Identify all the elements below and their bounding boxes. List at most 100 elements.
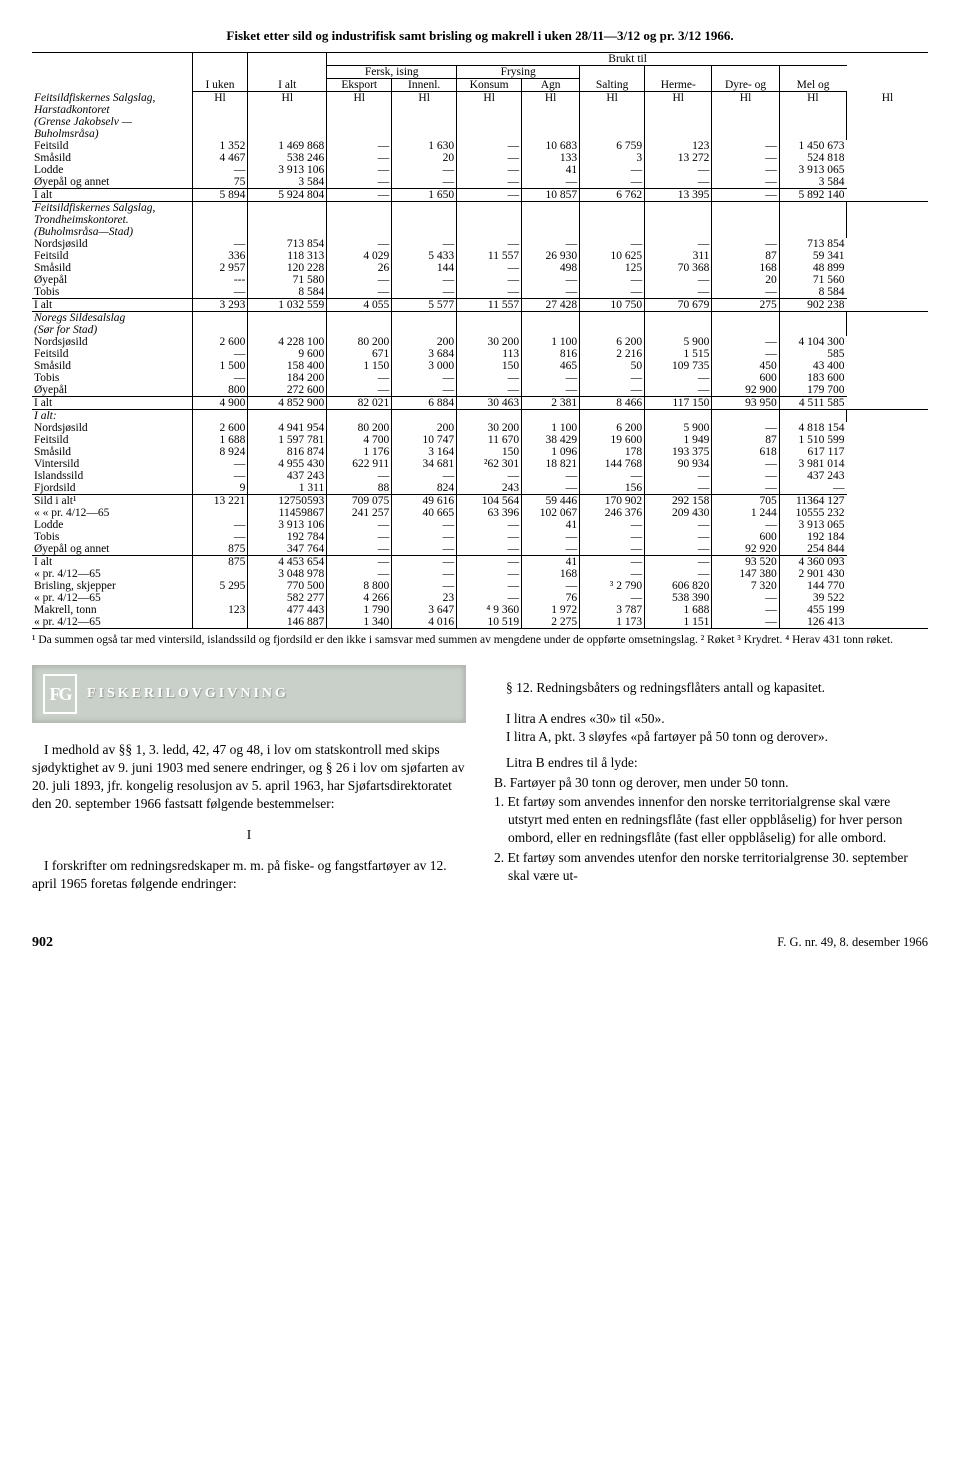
row-label: « pr. 4/12—65 (32, 568, 192, 580)
row-label: Småsild (32, 446, 192, 458)
cell: 824 (392, 482, 457, 495)
cell: 11364 127 (779, 495, 846, 508)
cell: 183 600 (779, 372, 846, 384)
right-p1: § 12. Redningsbåters og redningsflåters … (494, 679, 928, 697)
cell: 2 957 (192, 262, 248, 274)
cell: 3 913 106 (248, 519, 327, 531)
cell: — (522, 238, 580, 250)
cell: 6 759 (580, 140, 645, 152)
cell: 4 266 (327, 592, 392, 604)
cell: 1 100 (522, 336, 580, 348)
cell: 437 243 (248, 470, 327, 482)
cell: 455 199 (779, 604, 846, 616)
row-label: I alt (32, 299, 192, 312)
cell: 13 272 (645, 152, 712, 164)
cell: — (192, 458, 248, 470)
cell: — (457, 531, 522, 543)
cell: — (327, 372, 392, 384)
row-label: Småsild (32, 360, 192, 372)
cell: — (580, 556, 645, 569)
section-banner: FG FISKERILOVGIVNING (32, 665, 466, 723)
cell: — (522, 372, 580, 384)
row-label: Nordsjøsild (32, 422, 192, 434)
cell: — (645, 164, 712, 176)
cell: 118 313 (248, 250, 327, 262)
cell: 4 360 093 (779, 556, 846, 569)
cell: 184 200 (248, 372, 327, 384)
cell: 11 670 (457, 434, 522, 446)
cell: — (457, 470, 522, 482)
cell: — (392, 164, 457, 176)
cell: 1 150 (327, 360, 392, 372)
left-para-1: I medhold av §§ 1, 3. ledd, 42, 47 og 48… (32, 741, 466, 812)
cell: — (392, 176, 457, 189)
cell: — (327, 568, 392, 580)
cell: — (457, 152, 522, 164)
cell: — (192, 348, 248, 360)
cell: 1 688 (645, 604, 712, 616)
cell: 4 055 (327, 299, 392, 312)
section-header: (Grense Jakobselv — (32, 116, 192, 128)
cell: 87 (712, 434, 779, 446)
cell: 92 920 (712, 543, 779, 556)
cell: — (457, 384, 522, 397)
hdr-hl: Hl (192, 92, 248, 105)
cell (192, 616, 248, 629)
cell: — (392, 556, 457, 569)
cell: 3 164 (392, 446, 457, 458)
cell: 902 238 (779, 299, 846, 312)
row-label: I alt (32, 556, 192, 569)
cell: — (192, 470, 248, 482)
cell: --- (192, 274, 248, 286)
cell: 30 200 (457, 336, 522, 348)
cell: — (645, 238, 712, 250)
cell: 76 (522, 592, 580, 604)
cell: 113 (457, 348, 522, 360)
section-header: Feitsildfiskernes Salgslag, (32, 202, 192, 215)
cell: — (580, 372, 645, 384)
cell: — (457, 164, 522, 176)
cell: — (392, 568, 457, 580)
hdr-iuken: I uken (192, 79, 248, 92)
cell: — (580, 543, 645, 556)
cell: 1 469 868 (248, 140, 327, 152)
section-header: Harstadkontoret (32, 104, 192, 116)
cell: 585 (779, 348, 846, 360)
cell: — (457, 286, 522, 299)
cell: 1 515 (645, 348, 712, 360)
cell: 6 884 (392, 397, 457, 410)
cell: 4 016 (392, 616, 457, 629)
cell: — (580, 274, 645, 286)
row-label: Feitsild (32, 348, 192, 360)
cell: 498 (522, 262, 580, 274)
cell: 2 275 (522, 616, 580, 629)
banner-logo: FG (43, 674, 77, 714)
cell: — (712, 458, 779, 470)
cell: 26 (327, 262, 392, 274)
cell: 200 (392, 422, 457, 434)
hdr-hl: Hl (392, 92, 457, 105)
cell: 147 380 (712, 568, 779, 580)
cell: 3 584 (248, 176, 327, 189)
hdr-konsum: Konsum (457, 79, 522, 92)
cell: 4 852 900 (248, 397, 327, 410)
cell: 4 700 (327, 434, 392, 446)
cell: 4 941 954 (248, 422, 327, 434)
cell: — (392, 286, 457, 299)
cell: 3 647 (392, 604, 457, 616)
cell: 272 600 (248, 384, 327, 397)
banner-text: FISKERILOVGIVNING (87, 685, 289, 703)
cell: 2 600 (192, 422, 248, 434)
row-label: Feitsild (32, 434, 192, 446)
cell: 117 150 (645, 397, 712, 410)
row-label: Småsild (32, 152, 192, 164)
cell: 23 (392, 592, 457, 604)
cell: 70 679 (645, 299, 712, 312)
cell: — (327, 519, 392, 531)
cell: — (645, 531, 712, 543)
cell: 8 466 (580, 397, 645, 410)
hdr-herme: Herme- (645, 79, 712, 92)
cell: — (457, 274, 522, 286)
cell: 9 (192, 482, 248, 495)
cell: 617 117 (779, 446, 846, 458)
